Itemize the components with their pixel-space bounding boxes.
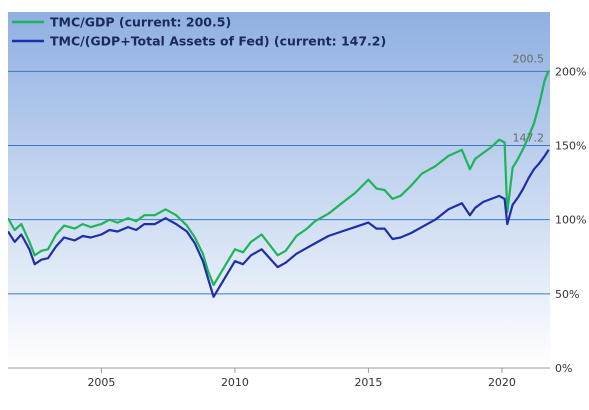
y-tick-label: 0% — [555, 362, 572, 375]
series-layer — [8, 70, 550, 298]
x-axis-ticks: 2005 2010 2015 2020 — [87, 368, 516, 389]
x-tick-label: 2010 — [221, 376, 249, 389]
y-tick-label: 100% — [555, 214, 586, 227]
legend-label-0: TMC/GDP (current: 200.5) — [50, 15, 231, 30]
end-label-0: 200.5 — [513, 53, 545, 66]
x-tick-label: 2015 — [354, 376, 382, 389]
y-tick-label: 150% — [555, 140, 586, 153]
y-tick-label: 200% — [555, 65, 586, 78]
series-line-1 — [8, 149, 550, 298]
end-label-1: 147.2 — [513, 132, 545, 145]
legend-label-1: TMC/(GDP+Total Assets of Fed) (current: … — [50, 34, 386, 49]
x-tick-label: 2005 — [87, 376, 115, 389]
legend: TMC/GDP (current: 200.5) TMC/(GDP+Total A… — [12, 15, 386, 49]
end-labels: 200.5 147.2 — [513, 53, 545, 145]
x-tick-label: 2020 — [488, 376, 516, 389]
series-line-0 — [8, 70, 550, 286]
y-tick-label: 50% — [555, 288, 579, 301]
y-axis-ticks: 0% 50% 100% 150% 200% — [555, 65, 586, 375]
grid-lines — [8, 70, 550, 369]
plot-background — [8, 12, 550, 368]
